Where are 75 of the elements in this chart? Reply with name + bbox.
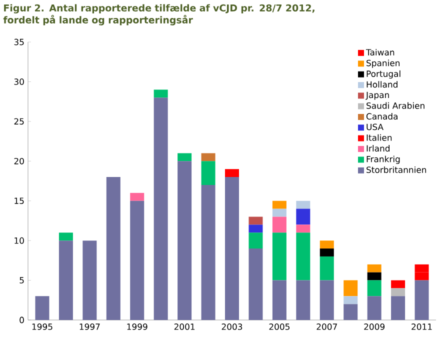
bar xyxy=(201,153,216,162)
bar xyxy=(391,296,406,320)
bar xyxy=(296,208,310,225)
bar xyxy=(320,280,334,320)
y-tick-label: 20 xyxy=(14,158,24,164)
legend-label: Canada xyxy=(366,113,398,120)
bar xyxy=(248,216,263,225)
bar xyxy=(82,240,97,320)
bar xyxy=(320,248,334,256)
bar xyxy=(344,304,358,320)
y-tick-label: 10 xyxy=(14,237,24,244)
legend-label: USA xyxy=(366,124,384,130)
legend-label: Portugal xyxy=(366,70,400,79)
y-tick-label: 5 xyxy=(20,277,24,284)
bar xyxy=(225,177,240,320)
legend-label: Italien xyxy=(366,134,392,141)
bar xyxy=(178,153,192,162)
bar xyxy=(391,288,406,296)
bar xyxy=(367,264,382,272)
bar xyxy=(367,272,382,280)
y-tick-label: 0 xyxy=(20,316,24,324)
bar xyxy=(178,161,192,320)
bar xyxy=(296,200,310,209)
y-tick-label: 30 xyxy=(14,78,24,85)
bar xyxy=(272,232,286,280)
bar xyxy=(414,280,429,320)
bar xyxy=(296,280,310,320)
bar xyxy=(296,224,310,233)
x-tick-label: 2001 xyxy=(174,324,195,330)
y-tick-label: 15 xyxy=(14,198,24,204)
bar xyxy=(367,296,382,320)
bar xyxy=(35,296,50,320)
bar xyxy=(344,296,358,304)
bar xyxy=(296,232,310,280)
bar xyxy=(154,98,168,320)
bar xyxy=(58,240,73,320)
y-tick-label: 35 xyxy=(14,38,24,46)
bar xyxy=(272,216,286,233)
legend-label: Taiwan xyxy=(366,48,394,56)
x-tick-label: 1997 xyxy=(80,324,100,330)
legend-label: Frankrig xyxy=(366,156,400,164)
x-tick-label: 1999 xyxy=(127,324,148,330)
bar xyxy=(344,280,358,296)
legend-label: Storbritannien xyxy=(366,166,426,174)
legend-label: Irland xyxy=(366,145,390,152)
bar xyxy=(248,224,263,233)
bar xyxy=(391,280,406,288)
bar xyxy=(106,177,120,320)
bar xyxy=(248,248,263,320)
legend-label: Spanien xyxy=(366,60,400,68)
bar xyxy=(272,200,286,209)
bar xyxy=(248,232,263,249)
legend-label: Holland xyxy=(366,81,398,88)
x-tick-label: 2009 xyxy=(364,324,385,330)
bar xyxy=(225,169,240,178)
x-tick-label: 2011 xyxy=(412,324,432,330)
bar xyxy=(320,256,334,280)
bar xyxy=(201,184,216,320)
bar xyxy=(272,280,286,320)
bar xyxy=(367,280,382,296)
bar xyxy=(130,192,144,201)
y-tick-label: 25 xyxy=(14,118,24,125)
x-tick-label: 1995 xyxy=(32,324,52,330)
bar xyxy=(201,161,216,185)
chart-title: Figur 2. Antal rapporterede tilfælde af vCJD pr. 28/7 2012, fordelt på lande og rapporteringsår xyxy=(3,4,314,26)
bar xyxy=(154,90,168,98)
bar xyxy=(130,200,144,320)
x-tick-label: 2007 xyxy=(316,324,337,330)
bar xyxy=(320,240,334,249)
legend-label: Japan xyxy=(366,92,389,100)
bar xyxy=(58,232,73,241)
x-tick-label: 2003 xyxy=(222,324,242,330)
bar xyxy=(272,208,286,217)
x-tick-label: 2005 xyxy=(269,324,290,330)
legend-label: Saudi Arabien xyxy=(366,102,424,109)
